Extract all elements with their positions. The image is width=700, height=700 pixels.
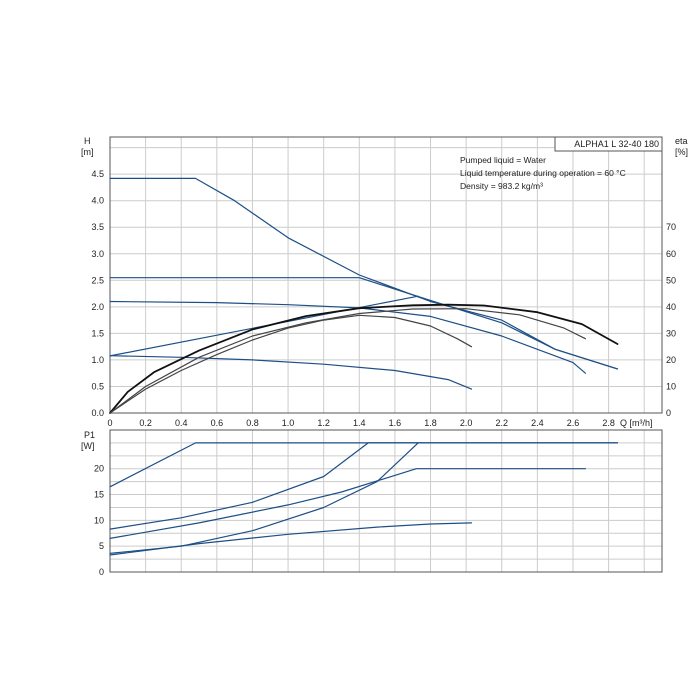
x-tick-label: 1.0	[282, 418, 295, 428]
bottom-grid	[109, 430, 662, 572]
y-tick-label: 0.5	[91, 381, 104, 391]
x-tick-label: 2.4	[531, 418, 544, 428]
liquid-temperature-note: Liquid temperature during operation = 60…	[460, 168, 626, 178]
y2-tick-label: 50	[666, 275, 676, 285]
y-tick-label: 4.5	[91, 169, 104, 179]
x-tick-label: 0.6	[211, 418, 224, 428]
y2-tick-label: 0	[666, 408, 671, 418]
y-tick-label: 2.0	[91, 302, 104, 312]
y-tick-label: 1.0	[91, 355, 104, 365]
p1-tick-label: 15	[94, 490, 104, 500]
head-curve-2	[109, 300, 586, 374]
x-tick-label: 1.6	[389, 418, 402, 428]
top-plot-frame	[109, 136, 663, 414]
y2-tick-label: 30	[666, 328, 676, 338]
pumped-liquid-note: Pumped liquid = Water	[460, 155, 546, 165]
x-tick-label: 2.6	[567, 418, 580, 428]
y-axis-unit: [m]	[81, 147, 94, 157]
x-tick-label: 0.2	[139, 418, 152, 428]
x-axis-label: Q [m³/h]	[620, 418, 653, 428]
model-label: ALPHA1 L 32-40 180	[574, 139, 659, 149]
y-tick-label: 1.5	[91, 328, 104, 338]
y2-tick-label: 40	[666, 302, 676, 312]
x-tick-label: 2.8	[602, 418, 615, 428]
head-curve-0	[109, 177, 619, 370]
density-note: Density = 983.2 kg/m³	[460, 181, 543, 191]
y2-tick-label: 10	[666, 381, 676, 391]
x-tick-label: 1.4	[353, 418, 366, 428]
y-tick-label: 3.5	[91, 222, 104, 232]
power-curve-4	[109, 522, 473, 556]
y-tick-label: 0.0	[91, 408, 104, 418]
x-tick-label: 2.2	[495, 418, 508, 428]
head-curve-3	[109, 355, 473, 390]
x-tick-label: 1.8	[424, 418, 437, 428]
power-curve-1	[109, 442, 619, 530]
top-grid	[109, 137, 662, 413]
p1-tick-label: 20	[94, 464, 104, 474]
p1-tick-label: 0	[99, 567, 104, 577]
y2-tick-label: 70	[666, 222, 676, 232]
y2-tick-label: 20	[666, 355, 676, 365]
x-tick-label: 0.4	[175, 418, 188, 428]
x-tick-label: 1.2	[317, 418, 330, 428]
power-curve-2	[109, 468, 586, 539]
y2-axis-unit: [%]	[675, 147, 688, 157]
efficiency-curve-6	[109, 308, 586, 414]
efficiency-curve-7	[109, 314, 473, 414]
efficiency-curve-5	[109, 303, 619, 414]
p1-axis-unit: [W]	[81, 441, 95, 451]
y-tick-label: 3.0	[91, 249, 104, 259]
bottom-plot-frame	[109, 429, 663, 573]
y2-tick-label: 60	[666, 249, 676, 259]
power-curve-0	[109, 442, 619, 488]
y2-axis-label: eta	[675, 136, 688, 146]
p1-tick-label: 10	[94, 515, 104, 525]
y-tick-label: 4.0	[91, 196, 104, 206]
p1-tick-label: 5	[99, 541, 104, 551]
head-curve-1	[109, 277, 619, 370]
model-label-box	[554, 136, 663, 152]
p1-axis-label: P1	[84, 430, 95, 440]
y-axis-label: H	[84, 136, 91, 146]
x-tick-label: 0	[107, 418, 112, 428]
x-tick-label: 2.0	[460, 418, 473, 428]
y-tick-label: 2.5	[91, 275, 104, 285]
x-tick-label: 0.8	[246, 418, 259, 428]
